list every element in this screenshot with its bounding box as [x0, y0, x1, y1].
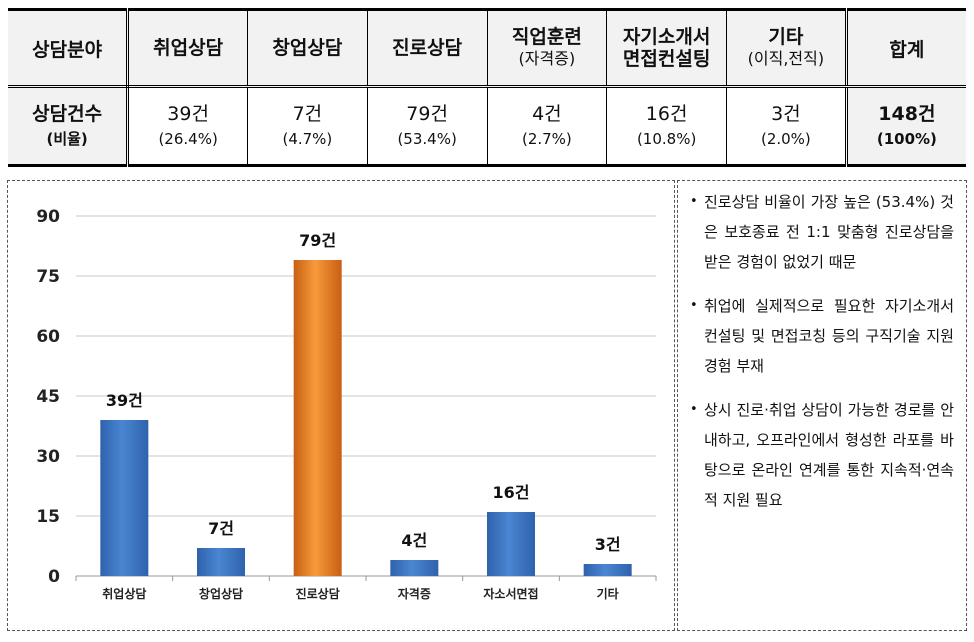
y-tick-label: 75 — [36, 267, 60, 287]
y-tick-label: 15 — [36, 507, 60, 527]
notes-panel: • 진로상담 비율이 가장 높은 (53.4%) 것은 보호종료 전 1:1 맞… — [677, 180, 967, 631]
table-cell-total: 148건 (100%) — [844, 86, 966, 166]
data-label-5: 16건 — [493, 483, 530, 502]
x-tick-label-3: 진로상담 — [296, 586, 340, 601]
header-col-3: 진로상담 — [366, 9, 488, 88]
bullet-icon: • — [690, 298, 698, 313]
row-label: 상담건수 (비율) — [8, 86, 130, 166]
header-col-6: 기타 (이직,전직) — [726, 9, 847, 88]
data-label-3: 79건 — [299, 231, 336, 250]
x-tick-label-4: 자격증 — [398, 586, 431, 601]
bar-2 — [197, 548, 245, 576]
table-cell-3: 79건 (53.4%) — [366, 86, 488, 166]
header-category: 상담분야 — [8, 9, 130, 88]
note-text: 진로상담 비율이 가장 높은 (53.4%) 것은 보호종료 전 1:1 맞춤형… — [704, 193, 954, 271]
x-tick-label-2: 창업상담 — [199, 586, 243, 601]
data-label-2: 7건 — [208, 519, 234, 538]
table-cell-2: 7건 (4.7%) — [247, 86, 368, 166]
table-cell-4: 4건 (2.7%) — [486, 86, 608, 166]
y-tick-label: 0 — [48, 567, 60, 587]
data-label-1: 39건 — [106, 391, 143, 410]
bar-6 — [583, 564, 632, 576]
header-col-1: 취업상담 — [127, 9, 248, 88]
header-col-4: 직업훈련 (자격증) — [486, 9, 608, 88]
x-tick-label-6: 기타 — [597, 586, 619, 601]
y-tick-label: 90 — [36, 207, 60, 227]
counseling-stats-table: 상담분야 취업상담 창업상담 진로상담 직업훈련 (자격증) 자기소개서 면접컨설팅… — [8, 8, 966, 167]
note-text: 상시 진로·취업 상담이 가능한 경로를 안내하고, 오프라인에서 형성한 라포… — [704, 401, 954, 509]
table-cell-5: 16건 (10.8%) — [606, 86, 727, 166]
bar-5 — [487, 512, 535, 576]
header-col-2: 창업상담 — [247, 9, 368, 88]
data-label-6: 3건 — [595, 535, 621, 554]
y-tick-label: 30 — [36, 447, 60, 467]
x-tick-label-5: 자소서면접 — [483, 586, 538, 601]
table-cell-1: 39건 (26.4%) — [127, 86, 248, 166]
note-text: 취업에 실제적으로 필요한 자기소개서 컨설팅 및 면접코칭 등의 구직기술 지… — [704, 297, 954, 375]
table-cell-6: 3건 (2.0%) — [726, 86, 847, 166]
header-col-5: 자기소개서 면접컨설팅 — [606, 9, 727, 88]
note-item-3: • 상시 진로·취업 상담이 가능한 경로를 안내하고, 오프라인에서 형성한 … — [690, 395, 954, 515]
bar-3 — [293, 260, 342, 576]
y-tick-label: 60 — [36, 327, 60, 347]
bullet-icon: • — [690, 402, 698, 417]
bullet-icon: • — [690, 194, 698, 209]
header-total: 합계 — [844, 9, 966, 88]
note-item-2: • 취업에 실제적으로 필요한 자기소개서 컨설팅 및 면접코칭 등의 구직기술… — [690, 291, 954, 381]
bar-1 — [100, 420, 149, 576]
note-item-1: • 진로상담 비율이 가장 높은 (53.4%) 것은 보호종료 전 1:1 맞… — [690, 187, 954, 277]
y-tick-label: 45 — [36, 387, 60, 407]
data-label-4: 4건 — [401, 531, 427, 550]
table-header-row: 상담분야 취업상담 창업상담 진로상담 직업훈련 (자격증) 자기소개서 면접컨설팅… — [8, 9, 966, 88]
bar-4 — [390, 560, 439, 576]
x-tick-label-1: 취업상담 — [102, 586, 146, 601]
table-data-row: 상담건수 (비율) 39건 (26.4%) 7건 (4.7%) 79건 (53.4%) … — [8, 86, 966, 166]
